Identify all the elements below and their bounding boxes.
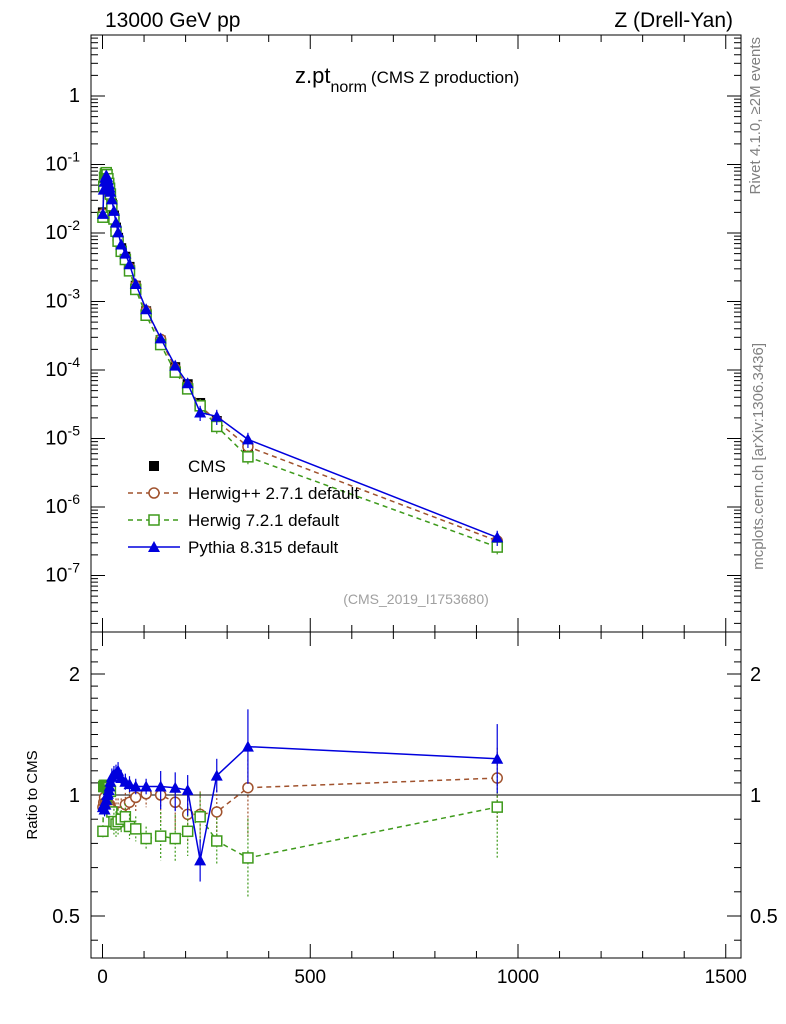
ratio-y-axis-ticks: [91, 649, 741, 941]
header-left: 13000 GeV pp: [105, 9, 240, 32]
main-point-pythia: [169, 359, 182, 371]
ratio-point-herwigpp: [211, 806, 223, 818]
main-point-pythia: [210, 410, 223, 422]
x-tick-label: 0: [97, 967, 108, 988]
main-point-pythia: [241, 433, 254, 445]
legend-marker-cms: [149, 461, 159, 471]
analysis-id: (CMS_2019_I1753680): [343, 591, 489, 607]
ratio-point-herwigpp: [242, 781, 254, 794]
ratio-line-pythia: [102, 745, 498, 861]
main-point-pythia: [110, 216, 123, 228]
legend-marker-herwig7: [148, 514, 160, 526]
mcplots-label: mcplots.cern.ch [arXiv:1306.3436]: [750, 343, 767, 570]
main-point-pythia: [96, 207, 109, 219]
ratio-point-pythia: [154, 780, 167, 792]
ratio-point-herwig7: [169, 832, 181, 845]
ratio-series-pythia: [96, 709, 504, 882]
ratio-point-pythia: [123, 778, 136, 790]
main-point-pythia: [140, 303, 153, 315]
ratio-point-herwig7: [129, 823, 142, 835]
ratio-point-pythia: [129, 780, 142, 792]
ratio-point-herwig7: [211, 835, 223, 847]
legend-label: Herwig 7.2.1 default: [188, 511, 339, 530]
y-tick-label: 10-5: [45, 423, 80, 450]
ratio-point-herwig7: [119, 811, 132, 823]
ratio-y-tick-label-right: 0.5: [750, 906, 778, 928]
ratio-point-herwig7: [154, 830, 167, 842]
main-point-pythia: [123, 258, 136, 270]
main-point-pythia: [104, 185, 117, 197]
ratio-y-tick-label-left: 0.5: [52, 906, 80, 928]
ratio-y-tick-label-right: 1: [750, 785, 761, 807]
main-point-pythia: [107, 204, 120, 216]
y-tick-label: 10-7: [45, 560, 80, 587]
y-tick-label: 10-6: [45, 491, 80, 518]
x-axis-ticks: [102, 35, 727, 958]
y-tick-label: 1: [69, 85, 80, 107]
x-tick-label: 1500: [705, 967, 747, 988]
main-point-pythia: [154, 332, 167, 344]
main-point-pythia: [115, 238, 128, 250]
main-point-pythia: [491, 531, 504, 543]
y-tick-label: 10-4: [45, 354, 80, 381]
ratio-point-herwig7: [491, 801, 503, 813]
legend-label: Pythia 8.315 default: [188, 538, 339, 557]
legend-label: CMS: [188, 457, 226, 476]
ratio-y-axis-label: Ratio to CMS: [24, 750, 41, 839]
header-right: Z (Drell-Yan): [614, 9, 733, 32]
x-tick-label: 1000: [497, 967, 539, 988]
main-point-pythia: [129, 278, 142, 290]
plot-title: z.ptnorm(CMS Z production): [295, 63, 519, 96]
legend: [128, 461, 180, 552]
ratio-point-herwig7: [140, 832, 152, 845]
main-point-pythia: [194, 406, 207, 418]
y-tick-label: 10-2: [45, 217, 80, 244]
main-y-axis-ticks: [91, 37, 741, 624]
ratio-y-tick-label-left: 2: [69, 664, 80, 686]
ratio-point-pythia: [210, 769, 223, 781]
rivet-label: Rivet 4.1.0, ≥2M events: [747, 37, 764, 194]
ratio-point-herwig7: [242, 852, 254, 864]
main-point-pythia: [119, 247, 132, 259]
main-point-pythia: [105, 193, 118, 205]
ratio-point-pythia: [491, 752, 504, 764]
ratio-point-herwig7: [194, 811, 206, 823]
ratio-point-herwig7: [181, 825, 194, 838]
ratio-y-tick-label-left: 1: [69, 785, 80, 807]
x-tick-label: 500: [294, 967, 326, 988]
main-point-pythia: [181, 377, 194, 389]
legend-label: Herwig++ 2.7.1 default: [188, 484, 359, 503]
main-point-herwig7: [242, 451, 254, 463]
y-tick-label: 10-1: [45, 149, 80, 176]
ratio-point-herwig7: [97, 825, 109, 838]
ratio-point-pythia: [181, 784, 194, 796]
ratio-point-pythia: [194, 854, 207, 866]
legend-marker-pythia: [148, 541, 160, 552]
legend-marker-herwigpp: [148, 487, 160, 499]
ratio-point-pythia: [140, 780, 153, 792]
ratio-point-pythia: [169, 781, 182, 793]
y-tick-label: 10-3: [45, 286, 80, 313]
ratio-y-tick-label-right: 2: [750, 664, 761, 686]
main-series-pythia: [96, 169, 504, 546]
main-point-pythia: [112, 226, 125, 238]
ratio-point-pythia: [241, 740, 254, 752]
ratio-series-herwigpp: [97, 747, 503, 842]
